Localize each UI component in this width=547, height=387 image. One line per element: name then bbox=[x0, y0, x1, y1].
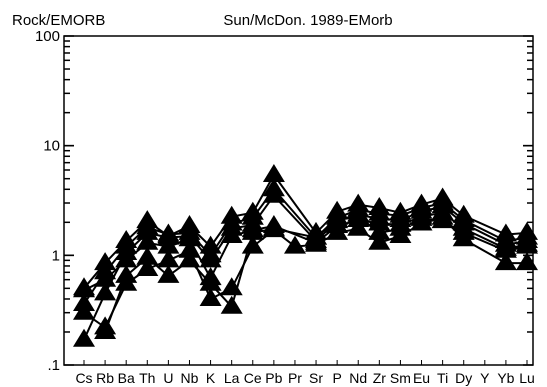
x-label-Ba: Ba bbox=[118, 370, 135, 386]
data-point-Cs bbox=[73, 279, 95, 298]
data-point-P bbox=[326, 209, 349, 227]
x-label-Nb: Nb bbox=[181, 370, 199, 386]
data-point-Sr bbox=[305, 226, 327, 245]
chart-title: Sun/McDon. 1989-EMorb bbox=[223, 12, 392, 29]
data-point-La bbox=[220, 277, 243, 296]
x-tick-labels: Cs Rb Ba Th U Nb K La Ce Pb Pr Sr P Nd Zr Sm Eu Ti Dy Y Yb Lu bbox=[75, 370, 534, 386]
data-point-Zr bbox=[368, 212, 391, 231]
data-point-Th bbox=[136, 246, 159, 265]
data-point-Rb bbox=[94, 268, 117, 287]
data-point-Zr bbox=[368, 221, 391, 240]
data-point-Nd bbox=[347, 217, 370, 236]
x-label-Sm: Sm bbox=[390, 370, 411, 386]
x-label-Zr: Zr bbox=[373, 370, 387, 386]
data-point-Nb bbox=[178, 228, 201, 247]
x-label-Eu: Eu bbox=[413, 370, 430, 386]
data-point-Pr bbox=[284, 235, 306, 254]
data-point-Zr bbox=[368, 231, 391, 250]
data-point-Pb bbox=[262, 184, 285, 203]
x-label-Pr: Pr bbox=[288, 370, 302, 386]
data-point-La bbox=[220, 295, 243, 314]
x-label-Th: Th bbox=[139, 370, 155, 386]
data-point-La bbox=[220, 225, 243, 243]
x-label-Sr: Sr bbox=[309, 370, 323, 386]
x-label-K: K bbox=[206, 370, 216, 386]
x-label-P: P bbox=[332, 370, 341, 386]
x-label-Nd: Nd bbox=[349, 370, 367, 386]
data-point-Th bbox=[136, 258, 159, 276]
y-tick-label: 1 bbox=[52, 247, 60, 264]
data-point-Rb bbox=[94, 321, 117, 339]
x-label-U: U bbox=[163, 370, 173, 386]
data-point-Lu bbox=[516, 235, 538, 254]
axes bbox=[63, 35, 534, 366]
x-label-Yb: Yb bbox=[497, 370, 514, 386]
y-axis-label: Rock/EMORB bbox=[12, 12, 105, 29]
x-label-Dy: Dy bbox=[455, 370, 472, 386]
y-tick-label: .1 bbox=[47, 357, 60, 374]
data-point-Cs bbox=[73, 328, 95, 347]
data-point-Yb bbox=[494, 239, 517, 258]
data-point-Pb bbox=[262, 164, 285, 182]
data-markers bbox=[73, 164, 538, 347]
data-point-Ba bbox=[115, 264, 138, 283]
data-point-Ba bbox=[115, 249, 138, 268]
x-label-La: La bbox=[224, 370, 240, 386]
data-point-Nd bbox=[347, 205, 370, 224]
x-label-Rb: Rb bbox=[96, 370, 114, 386]
data-point-K bbox=[199, 288, 222, 306]
data-point-K bbox=[199, 272, 222, 291]
data-point-U bbox=[157, 264, 180, 283]
data-point-Rb bbox=[94, 252, 117, 271]
x-label-Y: Y bbox=[480, 370, 490, 386]
data-point-Eu bbox=[410, 207, 433, 226]
data-point-Pb bbox=[262, 217, 285, 236]
data-point-Dy bbox=[452, 221, 475, 240]
data-point-Yb bbox=[494, 252, 517, 271]
data-point-Ce bbox=[241, 235, 264, 254]
data-point-Nb bbox=[178, 239, 201, 258]
data-point-K bbox=[199, 249, 222, 268]
data-point-Ce bbox=[241, 221, 264, 240]
data-point-Nb bbox=[178, 249, 201, 268]
x-label-Ti: Ti bbox=[437, 370, 448, 386]
data-point-P bbox=[326, 221, 349, 240]
data-point-U bbox=[157, 235, 180, 254]
data-point-Th bbox=[136, 231, 159, 250]
data-point-Sm bbox=[389, 217, 412, 236]
y-tick-label: 10 bbox=[43, 138, 60, 155]
y-tick-label: 100 bbox=[35, 28, 60, 45]
data-point-U bbox=[157, 249, 180, 268]
y-tick-labels: 100 10 1 .1 bbox=[35, 28, 60, 374]
data-point-Cs bbox=[73, 301, 95, 320]
x-label-Ce: Ce bbox=[244, 370, 262, 386]
data-point-Rb bbox=[94, 282, 117, 301]
data-point-Ti bbox=[431, 210, 454, 229]
data-point-Lu bbox=[516, 252, 538, 271]
plot-frame bbox=[63, 35, 534, 366]
data-point-Th bbox=[136, 221, 159, 240]
x-label-Cs: Cs bbox=[75, 370, 92, 386]
x-label-Pb: Pb bbox=[265, 370, 282, 386]
x-label-Lu: Lu bbox=[519, 370, 535, 386]
